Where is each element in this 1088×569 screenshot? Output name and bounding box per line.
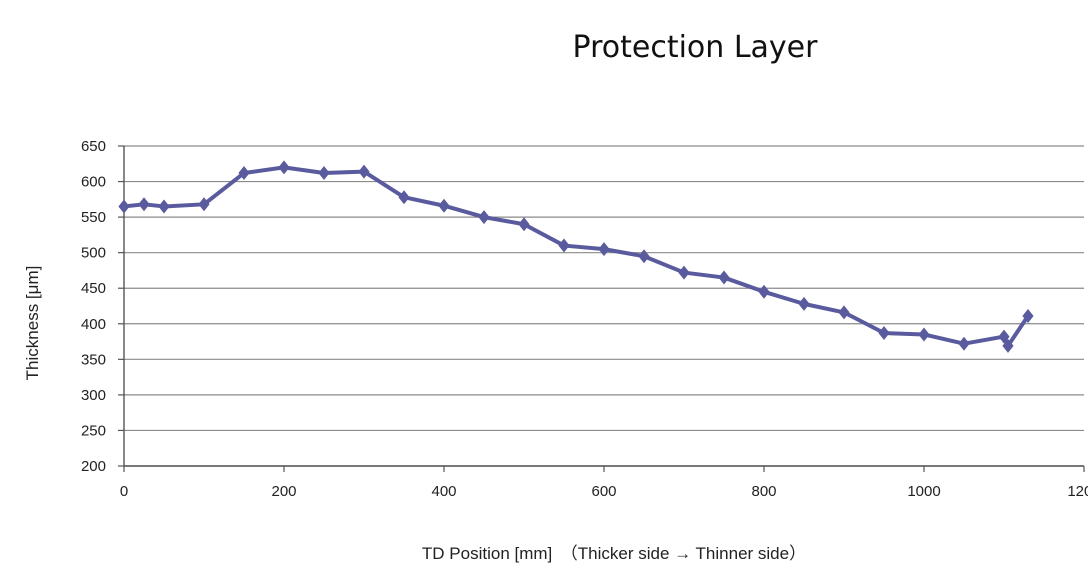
x-tick-label: 800	[751, 483, 776, 500]
y-tick-label: 600	[81, 174, 106, 191]
series-line	[122, 165, 1030, 348]
y-tick-label: 450	[81, 280, 106, 297]
y-tick-label: 550	[81, 209, 106, 226]
data-point	[918, 327, 930, 342]
x-tick-label: 400	[431, 483, 456, 500]
data-point	[1002, 338, 1014, 353]
data-point	[958, 336, 970, 351]
data-point	[638, 249, 650, 264]
y-axis-label: Thickness [μm]	[23, 266, 42, 381]
data-point	[138, 197, 150, 212]
data-point	[158, 199, 170, 214]
x-tick-label: 200	[271, 483, 296, 500]
series	[118, 160, 1034, 353]
data-point	[758, 284, 770, 299]
data-point	[598, 242, 610, 257]
data-point	[358, 164, 370, 179]
gridlines	[124, 145, 1084, 467]
data-point	[878, 326, 890, 341]
data-point	[678, 265, 690, 280]
y-tick-labels: 200 250 300 350 400 450 500 550 600 650	[81, 138, 106, 475]
y-tick-label: 250	[81, 422, 106, 439]
y-tick-label: 500	[81, 245, 106, 262]
x-axis-label: TD Position [mm] （Thicker side → Thinner…	[422, 544, 806, 563]
x-tick-label: 1000	[907, 483, 940, 500]
data-point	[838, 305, 850, 320]
data-point	[798, 296, 810, 311]
data-point	[278, 160, 290, 175]
data-point	[438, 198, 450, 213]
x-tick-label: 1200	[1067, 483, 1088, 500]
data-point	[518, 217, 530, 232]
x-tick-labels: 0 200 400 600 800 1000 1200	[120, 483, 1088, 500]
y-tick-label: 650	[81, 138, 106, 155]
data-point	[238, 166, 250, 181]
data-point	[198, 197, 210, 212]
data-point	[718, 270, 730, 285]
data-point	[118, 199, 130, 214]
y-tick-label: 350	[81, 351, 106, 368]
y-tick-label: 300	[81, 387, 106, 404]
x-tick-label: 0	[120, 483, 128, 500]
data-point	[998, 329, 1010, 344]
data-point	[1022, 308, 1034, 323]
x-tick-label: 600	[591, 483, 616, 500]
data-point	[398, 190, 410, 205]
data-point	[318, 166, 330, 181]
chart-title: Protection Layer	[572, 30, 818, 65]
y-tick-label: 200	[81, 458, 106, 475]
data-point	[478, 210, 490, 225]
axes	[118, 145, 1085, 472]
data-point	[558, 238, 570, 253]
y-tick-label: 400	[81, 316, 106, 333]
